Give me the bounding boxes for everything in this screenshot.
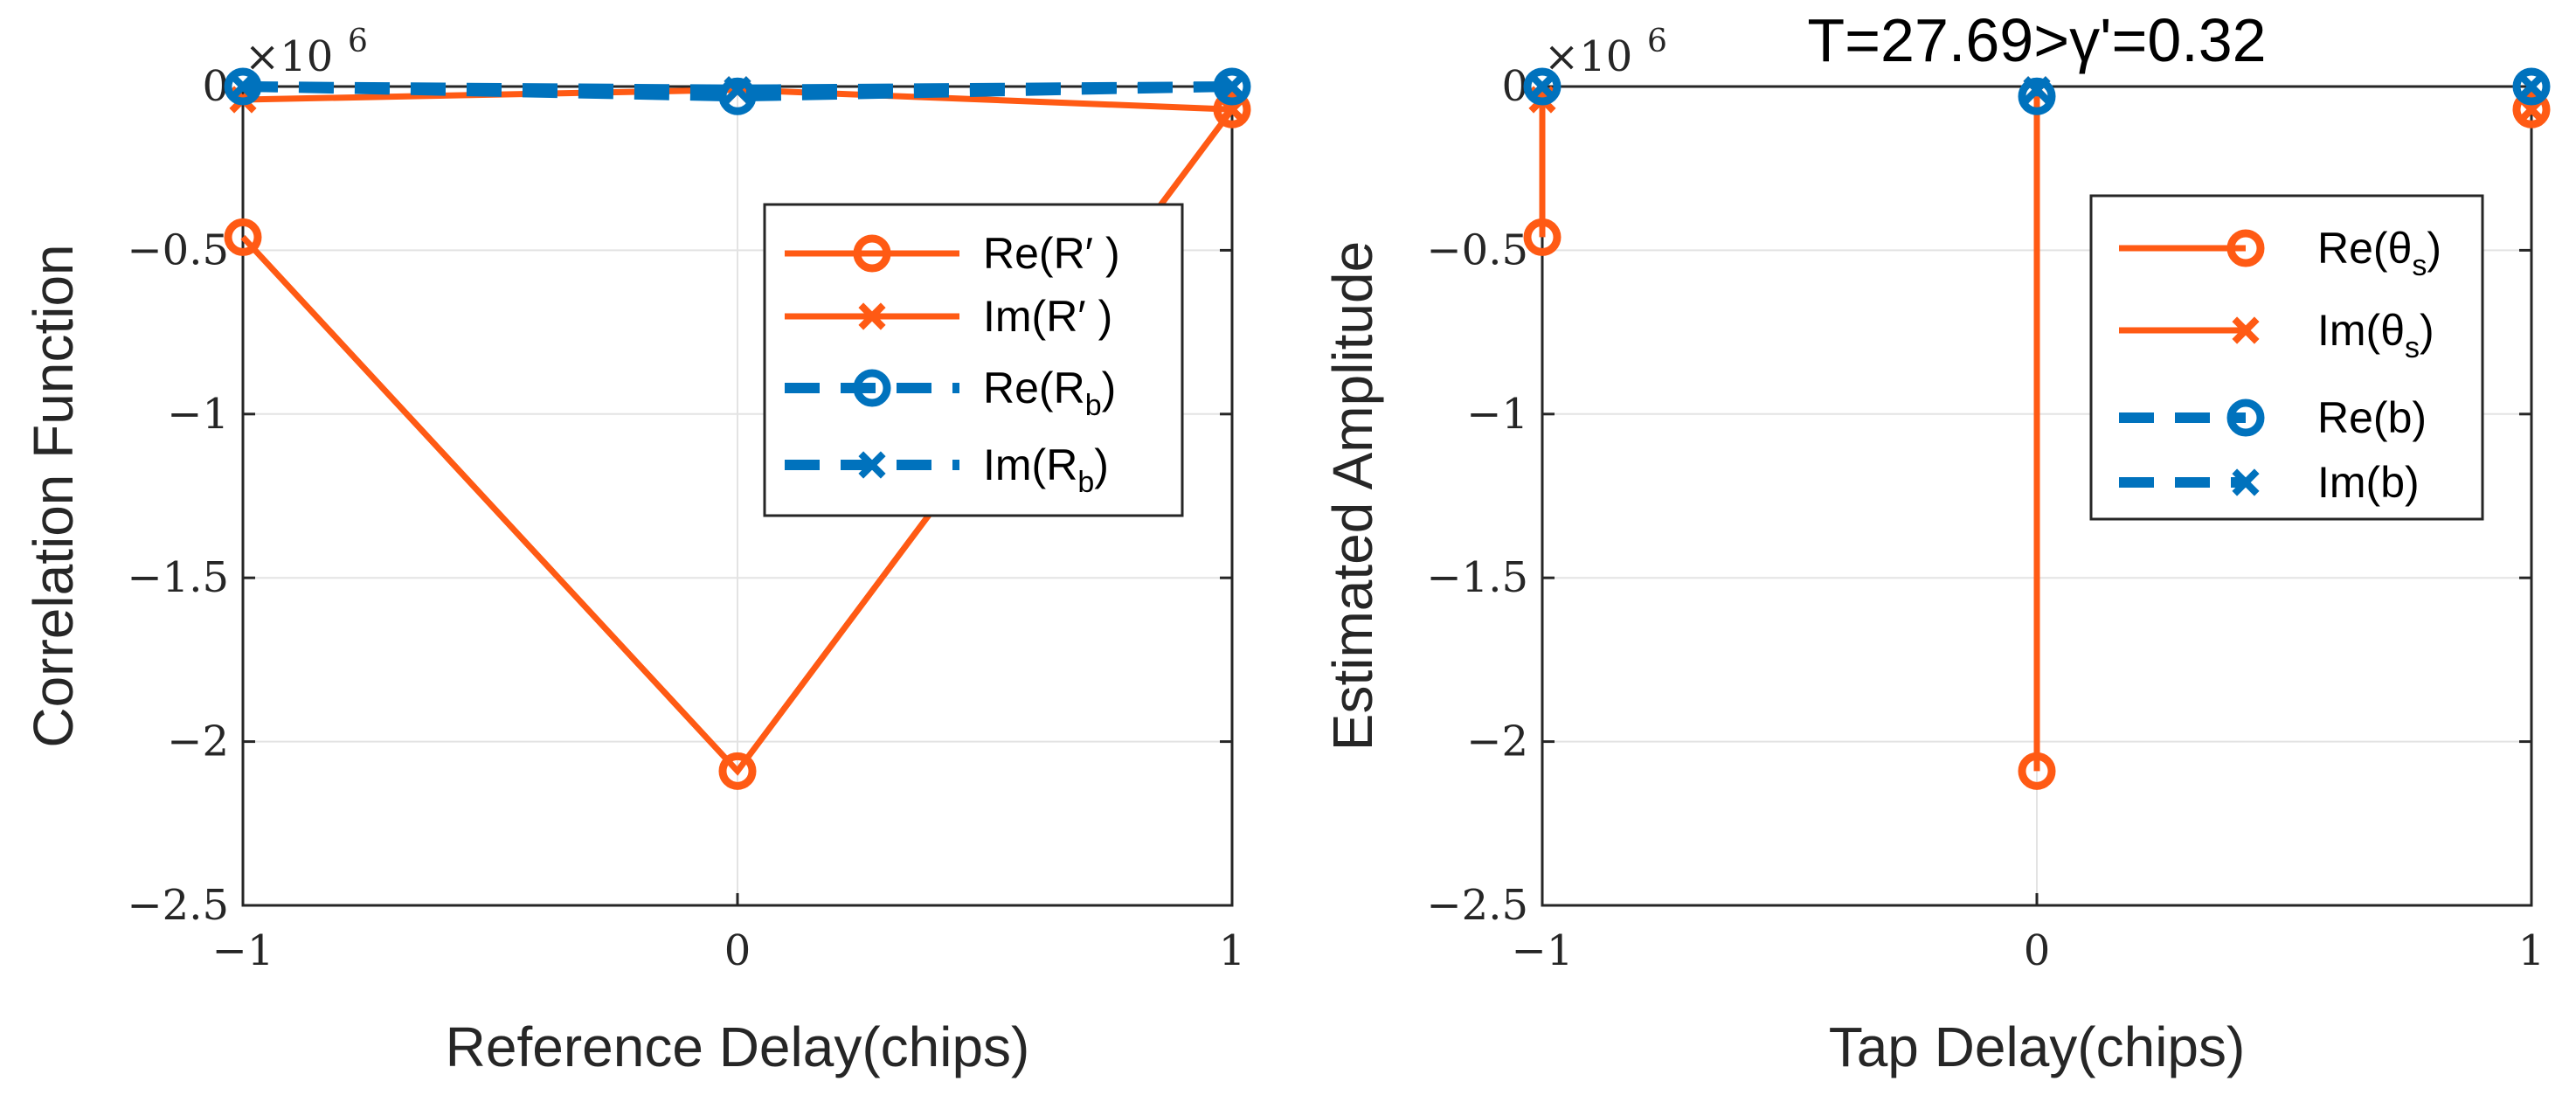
legend-marker xyxy=(2232,316,2260,344)
legend: Re(θs) Im(θs) Re(b) Im(b) xyxy=(2089,194,2484,521)
legend-label: Im(Rb) xyxy=(983,440,1109,499)
axis-exponent-label: ×10 xyxy=(1544,32,1632,81)
legend-label: Re(θs) xyxy=(2317,224,2441,282)
data-point-marker xyxy=(718,77,757,115)
y-axis-label: Estimated Amplitude xyxy=(1321,241,1384,751)
y-tick-label: −1 xyxy=(1466,390,1528,439)
legend-marker xyxy=(2226,229,2265,267)
legend-label: Im(b) xyxy=(2317,458,2420,507)
data-point-marker xyxy=(1528,73,1556,100)
chart-title: T=27.69>γ'=0.32 xyxy=(1807,6,2266,74)
legend-label: Im(θs) xyxy=(2317,306,2434,364)
y-axis-label: Correlation Function xyxy=(22,244,85,747)
legend-marker xyxy=(853,234,891,273)
y-tick-label: −0.5 xyxy=(1426,225,1528,274)
data-point-marker xyxy=(2023,76,2051,104)
legend-marker xyxy=(853,369,891,407)
axis-exponent-label: ×10 xyxy=(245,32,333,81)
legend-label: Im(R′ ) xyxy=(983,292,1112,341)
data-point-marker xyxy=(1523,218,1562,256)
series-Im(b) xyxy=(1528,73,2545,104)
legend-label: Re(b) xyxy=(2317,393,2427,442)
legend-marker xyxy=(858,302,886,330)
data-point-marker xyxy=(2512,67,2551,106)
x-tick-label: 1 xyxy=(1219,926,1246,975)
legend-box xyxy=(2089,194,2484,521)
series-Im(Rb) xyxy=(229,73,1246,104)
data-point-marker xyxy=(718,752,757,790)
x-axis-label: Reference Delay(chips) xyxy=(446,1015,1030,1078)
data-point-marker xyxy=(1218,73,1246,100)
axis-exponent-power: 6 xyxy=(1647,24,1667,59)
legend-marker xyxy=(2226,399,2265,437)
x-tick-label: −1 xyxy=(1512,926,1574,975)
y-tick-label: −2 xyxy=(167,717,229,766)
legend-label: Re(R′ ) xyxy=(983,229,1120,278)
x-tick-label: 0 xyxy=(724,926,751,975)
legend-label: Re(Rb) xyxy=(983,364,1116,422)
legend-marker xyxy=(858,451,886,479)
y-tick-label: −0.5 xyxy=(127,225,229,274)
y-tick-label: −1.5 xyxy=(127,553,229,602)
y-tick-label: −1 xyxy=(167,390,229,439)
axis-exponent-power: 6 xyxy=(348,24,368,59)
y-tick-label: −2.5 xyxy=(1426,881,1528,930)
y-tick-label: −1.5 xyxy=(1426,553,1528,602)
data-point-marker xyxy=(2018,77,2056,115)
data-point-marker xyxy=(724,76,751,104)
legend-marker xyxy=(2232,468,2260,496)
series-Re(θs) xyxy=(1523,87,2551,790)
x-tick-label: −1 xyxy=(212,926,274,975)
y-tick-label: −2 xyxy=(1466,717,1528,766)
data-point-marker xyxy=(2517,73,2545,100)
data-point-marker xyxy=(1523,67,1562,106)
data-point-marker xyxy=(229,73,257,100)
data-point-marker xyxy=(2018,752,2056,790)
y-tick-label: −2.5 xyxy=(127,881,229,930)
legend: Re(R′ ) Im(R′ ) Re(Rb) Im(Rb) xyxy=(763,203,1184,517)
x-tick-label: 1 xyxy=(2518,926,2545,975)
x-axis-label: Tap Delay(chips) xyxy=(1829,1015,2246,1078)
x-tick-label: 0 xyxy=(2024,926,2051,975)
data-point-marker xyxy=(224,218,262,256)
